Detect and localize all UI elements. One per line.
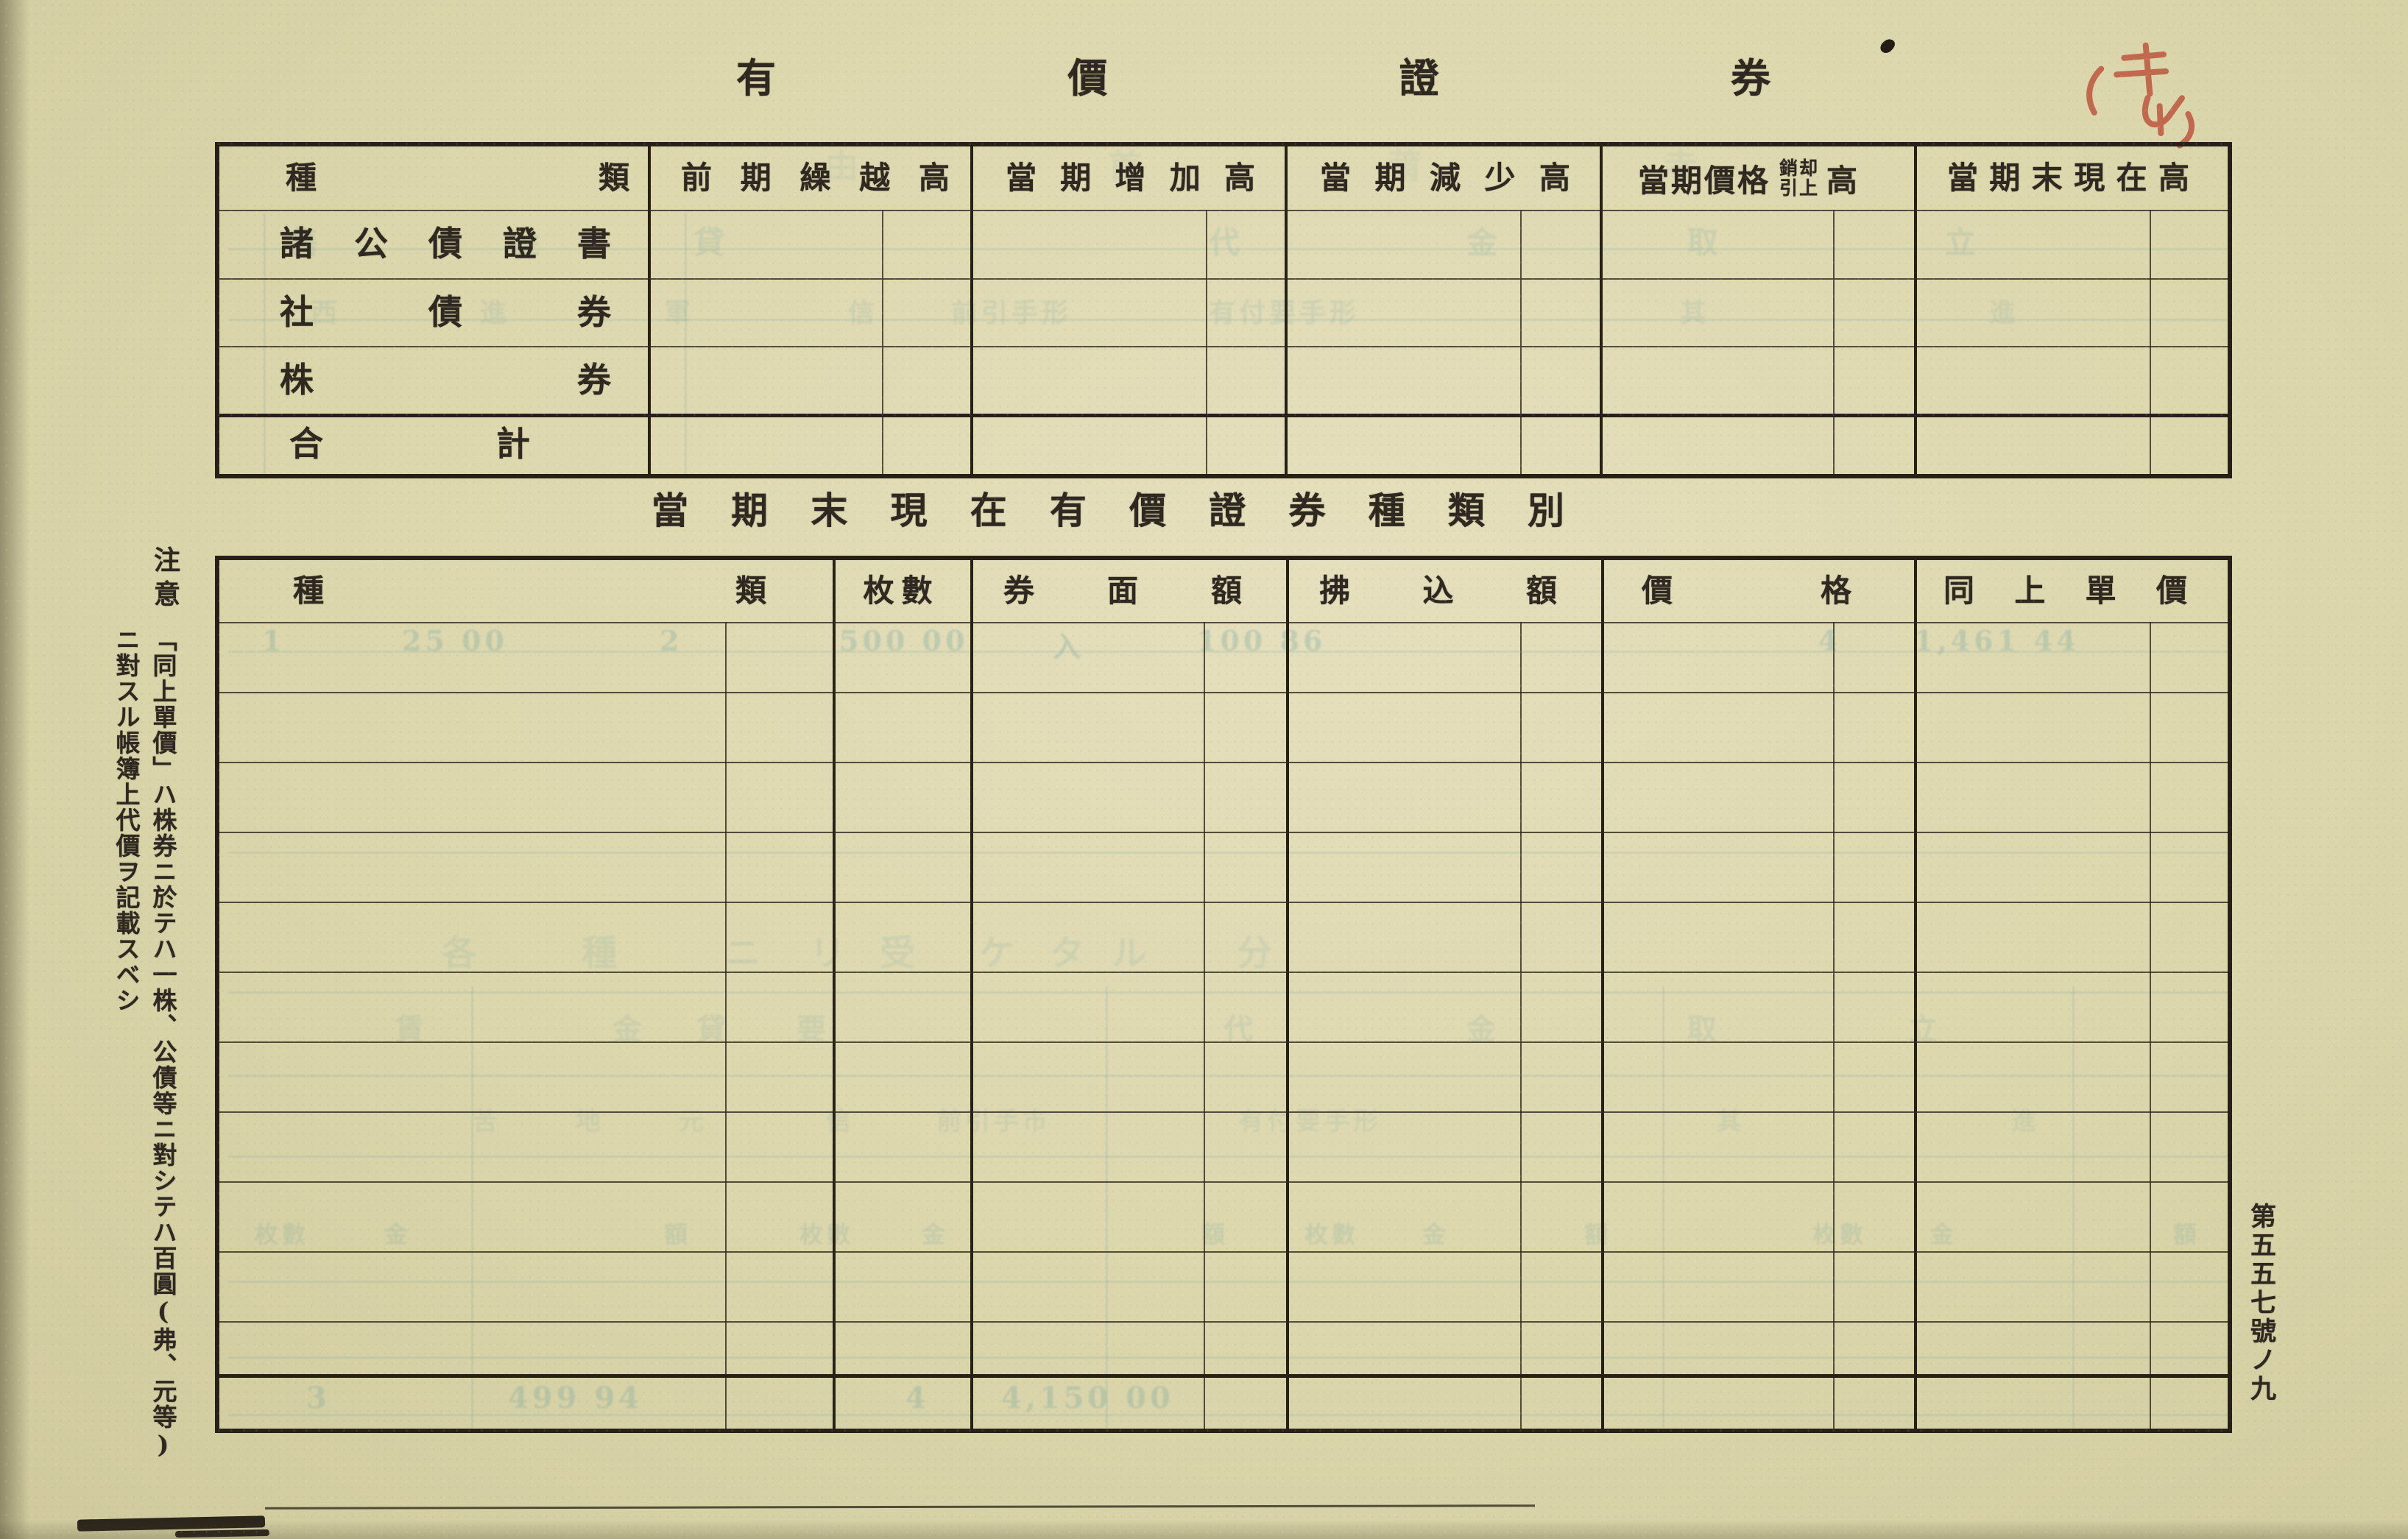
grid-line	[219, 762, 2228, 763]
grid-line	[648, 146, 651, 474]
grid-line	[219, 832, 2228, 833]
summary-header-writeoff-small1: 銷却	[1779, 158, 1820, 179]
summary-row-public-bonds: 諸公債證書	[280, 224, 611, 263]
securities-detail-table: 種類 枚數 券面額 拂込額 價格 同上單價	[215, 556, 2232, 1433]
summary-header-carryover: 前期繰越高	[681, 160, 950, 196]
grid-line	[833, 560, 836, 1429]
grid-line	[970, 560, 973, 1429]
detail-table-title: 當期末現在有價證券種類別	[652, 489, 1564, 532]
grid-line	[2150, 210, 2151, 474]
summary-row-corporate-bonds: 社債券	[280, 292, 611, 332]
grid-line	[1833, 210, 1835, 474]
page-title: 有價證券	[736, 54, 1770, 102]
note-line-1: 「同上單價」ハ株券ニ於テハ一株、公債等ニ對シテハ百圓(弗、元等)	[149, 627, 177, 1460]
summary-header-increase: 當期增加高	[1006, 160, 1255, 196]
summary-header-writeoff: 當期價格 銷却 引上 高	[1600, 146, 1914, 210]
summary-row-total: 合計	[289, 424, 530, 464]
detail-header-face-value: 券面額	[1003, 573, 1242, 609]
summary-table-grid	[219, 146, 2228, 474]
grid-line	[1914, 560, 1917, 1429]
detail-header-type: 種類	[293, 573, 766, 609]
summary-header-writeoff-main: 當期價格	[1638, 162, 1771, 199]
grid-line	[219, 902, 2228, 903]
securities-summary-table: 種類 前期繰越高 當期增加高 當期減少高 當期價格 銷却 引上 高 當期末現在高…	[215, 142, 2232, 478]
note-heading: 注意	[149, 546, 180, 614]
grid-line	[1600, 146, 1603, 474]
grid-line	[1601, 560, 1604, 1429]
scan-shadow-bottom	[0, 1520, 2408, 1539]
detail-header-count: 枚數	[863, 573, 940, 609]
grid-line	[1520, 210, 1522, 474]
grid-line	[1204, 622, 1205, 1429]
summary-header-decrease: 當期減少高	[1320, 160, 1570, 196]
grid-line	[1914, 146, 1917, 474]
grid-line	[725, 622, 727, 1429]
grid-line	[1833, 622, 1835, 1429]
ink-speck	[1878, 36, 1897, 56]
summary-header-writeoff-tail: 高	[1826, 162, 1858, 199]
summary-header-ending: 當期末現在高	[1947, 160, 2189, 196]
note-line-2: ニ對スル帳簿上代價ヲ記載スベシ	[112, 627, 141, 1013]
grid-line	[970, 146, 973, 474]
grid-line	[219, 210, 2228, 211]
summary-header-type: 種類	[286, 160, 629, 196]
red-stamp-mark	[2086, 42, 2195, 149]
summary-row-shares: 株券	[280, 360, 611, 400]
grid-line	[219, 1374, 2228, 1378]
grid-line	[1286, 560, 1289, 1429]
grid-line	[219, 414, 2228, 417]
grid-line	[1285, 146, 1288, 474]
grid-line	[219, 972, 2228, 973]
form-number: 第五五七號ノ九	[2246, 1203, 2276, 1404]
grid-line	[1206, 210, 1207, 474]
detail-header-price: 價格	[1642, 573, 1851, 609]
grid-line	[219, 692, 2228, 693]
detail-table-grid	[219, 560, 2228, 1429]
grid-line	[219, 1181, 2228, 1183]
summary-header-writeoff-small2: 引上	[1779, 177, 1820, 199]
grid-line	[219, 1041, 2228, 1043]
detail-header-paid-in: 拂込額	[1319, 573, 1557, 609]
grid-line	[219, 622, 2228, 623]
grid-line	[1520, 622, 1522, 1429]
grid-line	[2150, 622, 2151, 1429]
note-body: 「同上單價」ハ株券ニ於テハ一株、公債等ニ對シテハ百圓(弗、元等) ニ對スル帳簿上…	[107, 627, 181, 1460]
grid-line	[219, 1321, 2228, 1323]
grid-line	[219, 1111, 2228, 1113]
scan-edge-line	[264, 1504, 1536, 1510]
detail-header-unit-price: 同上單價	[1943, 573, 2187, 609]
grid-line	[882, 210, 883, 474]
grid-line	[219, 346, 2228, 347]
grid-line	[219, 1251, 2228, 1253]
grid-line	[219, 278, 2228, 280]
scan-shadow-left	[0, 0, 29, 1539]
summary-header-writeoff-stack: 銷却 引上	[1779, 158, 1819, 198]
